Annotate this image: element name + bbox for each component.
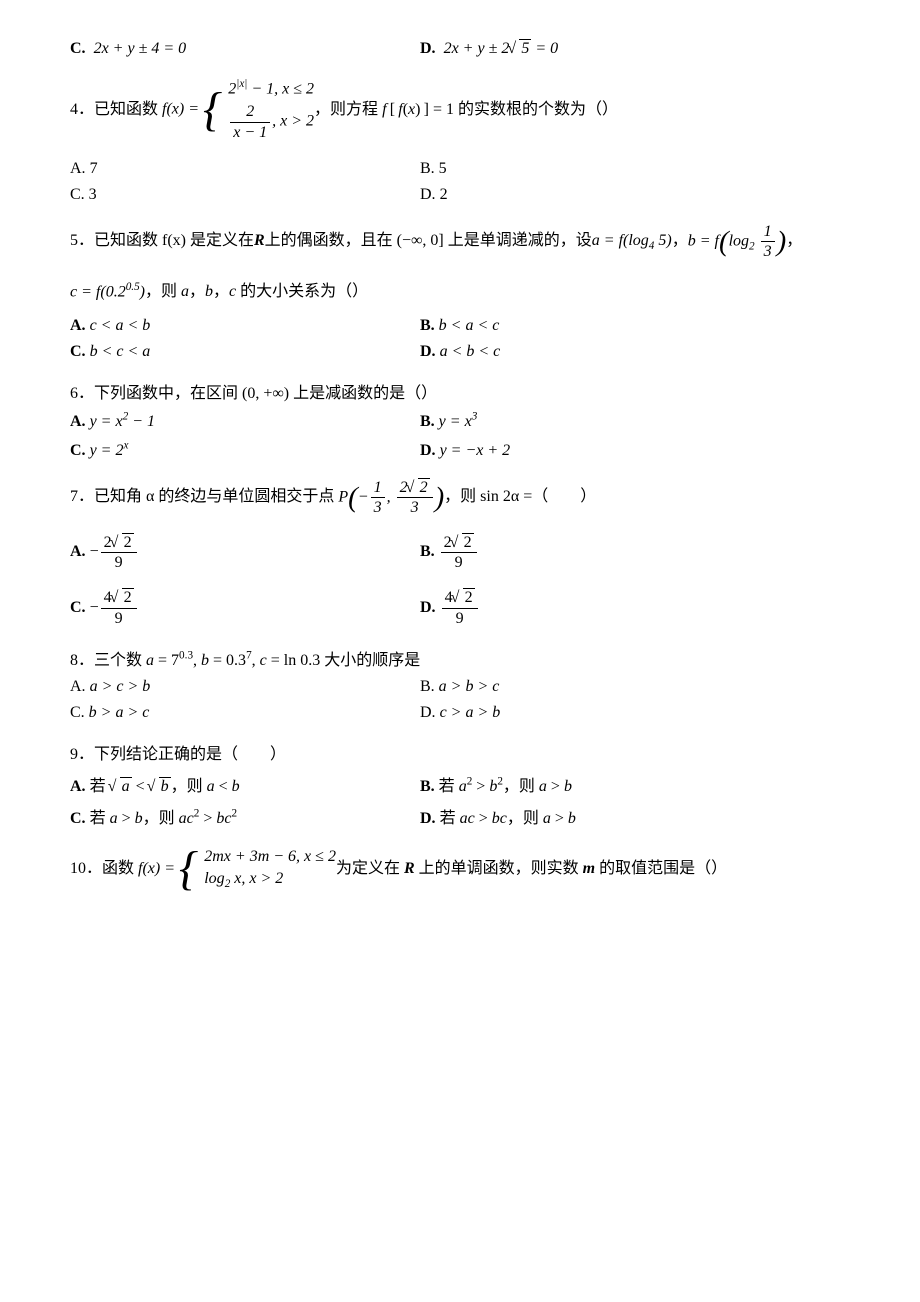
q4-prefix: 4．已知函数 xyxy=(70,95,158,119)
q7-c: −429 xyxy=(90,599,139,616)
q4: 4．已知函数 f(x) = { 2|x| − 1, x ≤ 2 2x − 1, … xyxy=(70,76,850,204)
q7-opt-a: A.−229 xyxy=(70,533,420,572)
q9-a: 若 a < b，则 a < b xyxy=(90,778,240,795)
q8-b: a > b > c xyxy=(439,678,500,695)
q4-a: 7 xyxy=(90,160,98,177)
q4-b: 5 xyxy=(439,160,447,177)
q5-c-opt: b < c < a xyxy=(90,343,151,360)
q5-l1a: 5．已知函数 f(x) 是定义在 xyxy=(70,226,254,250)
q5-d-opt: a < b < c xyxy=(440,343,501,360)
q8-opt-a: A. a > c > b xyxy=(70,678,420,696)
q4-opt-d: D. 2 xyxy=(420,186,850,204)
q8-opt-d: D. c > a > b xyxy=(420,704,850,722)
q7: 7．已知角 α 的终边与单位圆相交于点 P(−13, 223) ，则 sin 2… xyxy=(70,478,850,628)
q6-opt-d: D.y = −x + 2 xyxy=(420,442,850,460)
q4-stem: 4．已知函数 f(x) = { 2|x| − 1, x ≤ 2 2x − 1, … xyxy=(70,76,850,144)
q7-opt-d: D.429 xyxy=(420,588,850,627)
q9: 9．下列结论正确的是（ ） A.若 a < b，则 a < b B.若 a2 >… xyxy=(70,740,850,828)
q9-opt-a: A.若 a < b，则 a < b xyxy=(70,772,420,796)
q4-opt-a: A. 7 xyxy=(70,160,420,178)
q3-tail: C. 2x + y ± 4 = 0 D. 2x + y ± 25 = 0 xyxy=(70,40,850,58)
q3-c-expr: 2x + y ± 4 = 0 xyxy=(94,40,187,57)
q5-l2tail: ，则 a，b，c 的大小关系为（） xyxy=(145,277,368,301)
q4-c: 3 xyxy=(89,186,97,203)
q10: 10．函数 f(x) = { 2mx + 3m − 6, x ≤ 2 log2 … xyxy=(70,846,850,892)
q9-c: 若 a > b，则 ac2 > bc2 xyxy=(90,810,238,827)
q9-stem: 9．下列结论正确的是（ ） xyxy=(70,740,850,764)
q8-opt-b: B. a > b > c xyxy=(420,678,850,696)
q7-point: P(−13, 223) xyxy=(334,478,444,517)
q7-stem: 7．已知角 α 的终边与单位圆相交于点 P(−13, 223) ，则 sin 2… xyxy=(70,478,850,517)
q6-a: y = x2 − 1 xyxy=(90,413,155,430)
q4-d: 2 xyxy=(440,186,448,203)
q6-stem: 6．下列函数中，在区间 (0, +∞) 上是减函数的是（） xyxy=(70,379,850,403)
q7-d: 429 xyxy=(440,599,480,616)
q8-stem: 8．三个数 a = 70.3, b = 0.37, c = ln 0.3 大小的… xyxy=(70,646,850,670)
q8-opt-c: C. b > a > c xyxy=(70,704,420,722)
q5-line1: 5．已知函数 f(x) 是定义在 R 上的偶函数，且在 (−∞, 0] 上是单调… xyxy=(70,222,850,261)
q4-opt-c: C. 3 xyxy=(70,186,420,204)
q5-R: R xyxy=(254,232,265,250)
q3-d-expr: 2x + y ± 25 = 0 xyxy=(444,40,559,57)
q10-stem: 10．函数 f(x) = { 2mx + 3m − 6, x ≤ 2 log2 … xyxy=(70,846,850,892)
q6-opt-b: B.y = x3 xyxy=(420,411,850,431)
q10-fx: f(x) = { 2mx + 3m − 6, x ≤ 2 log2 x, x >… xyxy=(134,846,336,892)
opt-label-d: D. xyxy=(420,40,436,57)
q5: 5．已知函数 f(x) 是定义在 R 上的偶函数，且在 (−∞, 0] 上是单调… xyxy=(70,222,850,361)
q9-opt-c: C.若 a > b，则 ac2 > bc2 xyxy=(70,804,420,828)
q5-opt-c: C.b < c < a xyxy=(70,343,420,361)
q9-b: 若 a2 > b2，则 a > b xyxy=(439,778,572,795)
q3-opt-c: C. 2x + y ± 4 = 0 xyxy=(70,40,420,58)
q6-b: y = x3 xyxy=(439,413,478,430)
q7-suffix: ，则 sin 2α =（ ） xyxy=(444,482,596,506)
q6-opt-c: C.y = 2x xyxy=(70,439,420,459)
q4-suffix: ，则方程 f [ f(x) ] = 1 的实数根的个数为（） xyxy=(314,95,618,119)
q7-a: −229 xyxy=(90,543,139,560)
q5-b-def: b = f(log2 13) xyxy=(688,222,786,261)
q6-c: y = 2x xyxy=(90,442,129,459)
q8-c: b > a > c xyxy=(89,704,150,721)
q4-opt-b: B. 5 xyxy=(420,160,850,178)
q7-opt-b: B.229 xyxy=(420,533,850,572)
q8: 8．三个数 a = 70.3, b = 0.37, c = ln 0.3 大小的… xyxy=(70,646,850,722)
q5-opt-a: A.c < a < b xyxy=(70,317,420,335)
q5-opt-d: D.a < b < c xyxy=(420,343,850,361)
q9-d: 若 ac > bc，则 a > b xyxy=(440,810,576,827)
q8-a: a > c > b xyxy=(90,678,151,695)
q10-suffix: 为定义在 R 上的单调函数，则实数 m 的取值范围是（） xyxy=(336,854,727,878)
q3-opt-d: D. 2x + y ± 25 = 0 xyxy=(420,40,850,58)
q6-d: y = −x + 2 xyxy=(440,442,511,459)
q5-l1b: 上的偶函数，且在 (−∞, 0] 上是单调递减的，设 xyxy=(265,226,592,250)
q4-fx: f(x) = { 2|x| − 1, x ≤ 2 2x − 1, x > 2 xyxy=(158,76,314,144)
q7-opt-c: C.−429 xyxy=(70,588,420,627)
q10-prefix: 10．函数 xyxy=(70,854,134,878)
q5-a-def: a = f(log4 5) xyxy=(592,232,672,252)
q5-c-def: c = f(0.20.5) xyxy=(70,281,145,301)
q5-b-opt: b < a < c xyxy=(439,317,500,334)
q9-opt-d: D.若 ac > bc，则 a > b xyxy=(420,804,850,828)
q6: 6．下列函数中，在区间 (0, +∞) 上是减函数的是（） A.y = x2 −… xyxy=(70,379,850,460)
q7-prefix: 7．已知角 α 的终边与单位圆相交于点 xyxy=(70,482,334,506)
q8-d: c > a > b xyxy=(440,704,501,721)
q6-opt-a: A.y = x2 − 1 xyxy=(70,411,420,431)
q5-a-opt: c < a < b xyxy=(90,317,151,334)
q9-opt-b: B.若 a2 > b2，则 a > b xyxy=(420,772,850,796)
q5-line2: c = f(0.20.5) ，则 a，b，c 的大小关系为（） xyxy=(70,277,850,301)
q5-opt-b: B.b < a < c xyxy=(420,317,850,335)
q7-b: 229 xyxy=(439,543,479,560)
opt-label-c: C. xyxy=(70,40,86,57)
